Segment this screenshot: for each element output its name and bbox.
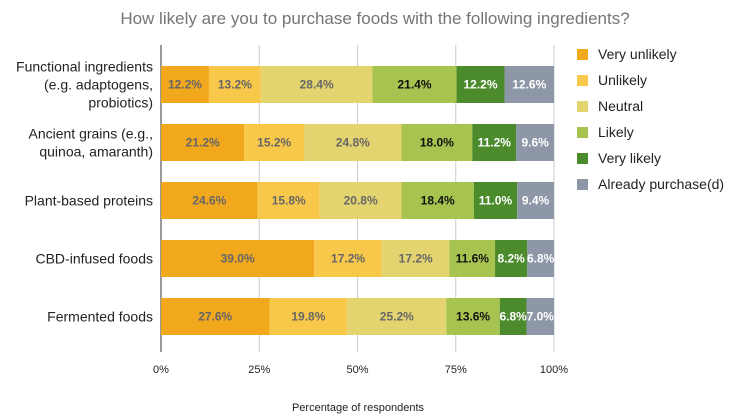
bar-segment [208,66,261,103]
category-label: Plant-based proteins [25,193,153,209]
category-label: CBD-infused foods [35,251,153,267]
data-label: 19.8% [291,310,325,324]
legend-item: Unlikely [577,72,647,88]
x-tick-label: 0% [153,364,169,376]
data-label: 11.2% [478,136,512,150]
x-tick-label: 100% [540,364,568,376]
legend-swatch [577,127,588,138]
bar-segment [473,182,518,219]
legend-swatch [577,75,588,86]
category-label: Fermented foods [47,309,153,325]
bar-row: 39.0% 17.2% 17.2% 11.6% 8.2% 6.8% [161,240,555,277]
legend-item: Very unlikely [577,46,677,62]
bar-segment [499,298,527,335]
bar-segment [304,124,402,161]
data-label: 21.2% [186,136,220,150]
x-axis-label: Percentage of respondents [292,402,425,414]
bar-segment [244,124,305,161]
bar-segment [347,298,447,335]
bar-segment [161,124,245,161]
category-label: Ancient grains (e.g., [28,126,153,142]
legend-swatch [577,179,588,190]
bar-segment [257,182,320,219]
legend-label: Already purchase(d) [598,176,724,192]
data-label: 17.2% [331,252,365,266]
data-label: 11.6% [456,252,490,266]
data-label: 25.2% [380,310,414,324]
legend-label: Unlikely [598,72,647,88]
data-label: 18.0% [420,136,454,150]
category-label: probiotics) [88,95,153,111]
bar-segment [314,240,382,277]
category-label: quinoa, amaranth) [39,144,153,160]
data-label: 6.8% [527,252,555,266]
data-label: 24.6% [192,194,226,208]
bar-segment [401,124,473,161]
data-label: 13.6% [456,310,490,324]
bar-row: 12.2% 13.2% 28.4% 21.4% 12.2% 12.6% [161,66,554,103]
data-label: 20.8% [344,194,378,208]
x-tick-label: 75% [445,364,467,376]
bar-segment [161,298,270,335]
data-label: 13.2% [218,78,252,92]
legend-item: Very likely [577,150,661,166]
bar-segment [401,182,474,219]
legend-label: Neutral [598,98,643,114]
data-label: 12.6% [512,78,546,92]
bar-segment [161,66,209,103]
data-label: 7.0% [527,310,555,324]
bar-segment [161,182,258,219]
bar-segment [319,182,402,219]
bar-segment [372,66,457,103]
data-label: 15.8% [272,194,306,208]
bar-segment [381,240,450,277]
data-label: 9.4% [522,194,550,208]
data-label: 21.4% [397,78,431,92]
category-label: Functional ingredients [16,59,153,75]
legend-item: Already purchase(d) [577,176,724,192]
bar-segment [504,66,554,103]
bar-segment [526,298,554,335]
data-label: 12.2% [168,78,202,92]
legend-label: Likely [598,124,634,140]
bar-row: 27.6% 19.8% 25.2% 13.6% 6.8% 7.0% [161,298,554,335]
legend-item: Neutral [577,98,643,114]
data-label: 28.4% [300,78,334,92]
legend-item: Likely [577,124,634,140]
data-label: 18.4% [421,194,455,208]
bar-segment [516,124,554,161]
data-label: 12.2% [463,78,497,92]
category-label: (e.g. adaptogens, [44,77,153,93]
data-label: 39.0% [221,252,255,266]
legend-label: Very likely [598,150,661,166]
data-label: 24.8% [336,136,370,150]
bar-segment [449,240,496,277]
data-label: 11.0% [479,194,513,208]
bar-segment [527,240,554,277]
bar-segment [472,124,517,161]
bar-row: 24.6% 15.8% 20.8% 18.4% 11.0% 9.4% [161,182,554,219]
data-label: 15.2% [257,136,291,150]
legend-swatch [577,49,588,60]
bar-segment [456,66,505,103]
data-label: 8.2% [497,252,525,266]
chart-title: How likely are you to purchase foods wit… [120,9,629,28]
x-tick-label: 50% [346,364,368,376]
bar-segment [161,240,315,277]
bar-segment [495,240,528,277]
data-label: 9.6% [521,136,549,150]
legend-label: Very unlikely [598,46,677,62]
bar-segment [446,298,500,335]
x-tick-label: 25% [248,364,270,376]
bar-segment [517,182,554,219]
legend-swatch [577,153,588,164]
data-label: 27.6% [198,310,232,324]
bar-segment [260,66,373,103]
legend-swatch [577,101,588,112]
data-label: 6.8% [499,310,527,324]
data-label: 17.2% [399,252,433,266]
bar-segment [269,298,348,335]
bar-row: 21.2% 15.2% 24.8% 18.0% 11.2% 9.6% [161,124,554,161]
